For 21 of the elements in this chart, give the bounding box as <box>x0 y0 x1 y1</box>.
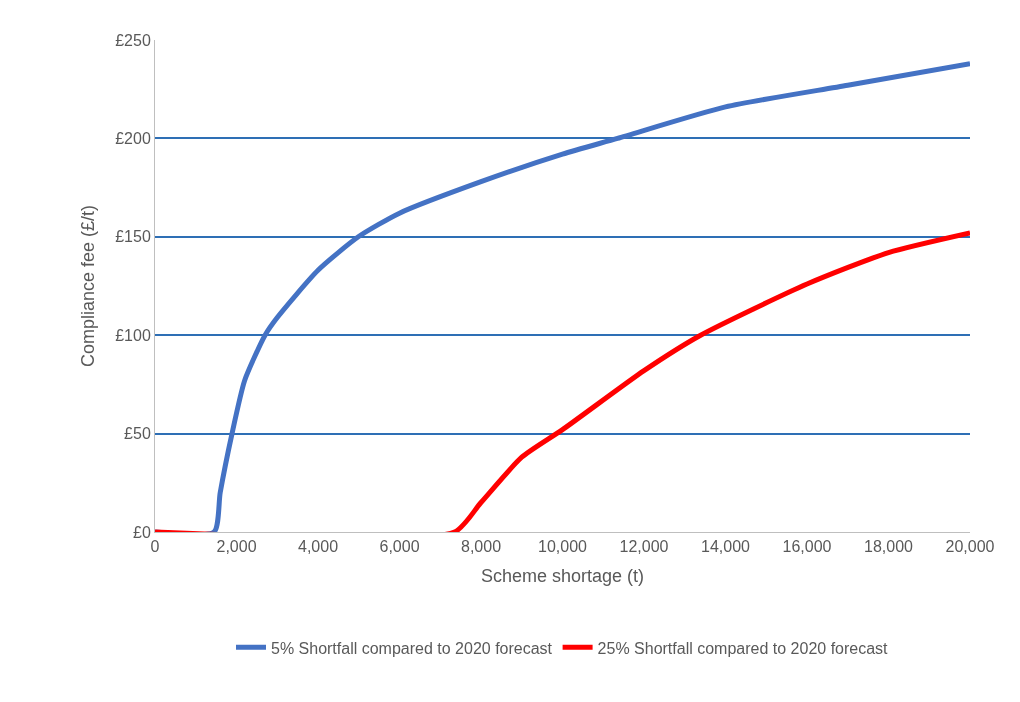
x-tick-label: 16,000 <box>782 538 832 556</box>
y-tick-label: £250 <box>115 31 151 49</box>
legend-label: 25% Shortfall compared to 2020 forecast <box>597 639 889 657</box>
y-tick-label: £0 <box>133 523 151 541</box>
y-tick-label: £50 <box>124 425 151 443</box>
legend-label: 5% Shortfall compared to 2020 forecast <box>271 639 553 657</box>
y-tick-label: £200 <box>115 130 151 147</box>
x-tick-label: 20,000 <box>945 538 995 556</box>
x-tick-label: 14,000 <box>701 538 751 556</box>
y-tick-label: £100 <box>115 326 151 344</box>
y-axis-title: Compliance fee (£/t) <box>78 204 99 368</box>
x-tick-label: 2,000 <box>216 538 257 556</box>
x-axis-title: Scheme shortage (t) <box>480 566 645 587</box>
x-tick-label: 18,000 <box>864 538 914 556</box>
x-tick-label: 0 <box>150 538 160 556</box>
x-tick-label: 10,000 <box>538 538 588 556</box>
x-tick-label: 8,000 <box>460 538 502 556</box>
y-tick-label: £150 <box>115 228 151 246</box>
x-tick-label: 12,000 <box>619 538 669 556</box>
x-tick-label: 6,000 <box>379 538 420 556</box>
x-tick-label: 4,000 <box>297 538 339 556</box>
